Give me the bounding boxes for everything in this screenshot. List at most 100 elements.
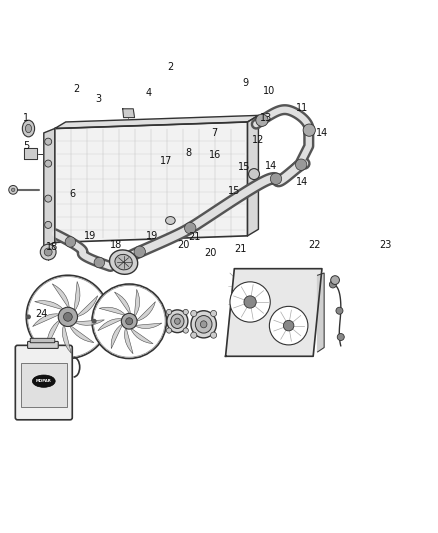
Ellipse shape xyxy=(22,120,35,137)
Polygon shape xyxy=(131,328,153,344)
Text: 6: 6 xyxy=(69,189,75,199)
Circle shape xyxy=(134,246,145,257)
Polygon shape xyxy=(247,115,258,236)
Bar xyxy=(21,363,67,407)
Text: 8: 8 xyxy=(185,148,191,158)
Text: 14: 14 xyxy=(265,161,277,171)
Circle shape xyxy=(26,275,110,359)
Circle shape xyxy=(44,248,52,256)
FancyBboxPatch shape xyxy=(28,342,58,349)
Text: 2: 2 xyxy=(74,84,80,94)
Text: 15: 15 xyxy=(238,161,251,172)
Polygon shape xyxy=(111,324,123,349)
Ellipse shape xyxy=(110,250,138,274)
Text: 10: 10 xyxy=(263,86,276,96)
Polygon shape xyxy=(32,314,60,327)
Text: 2: 2 xyxy=(168,62,174,72)
Text: 23: 23 xyxy=(379,240,392,251)
Circle shape xyxy=(211,310,217,317)
Text: 24: 24 xyxy=(35,309,48,319)
Circle shape xyxy=(45,160,52,167)
Ellipse shape xyxy=(174,318,180,324)
Circle shape xyxy=(45,221,52,229)
Polygon shape xyxy=(134,323,162,328)
Polygon shape xyxy=(47,320,60,347)
Text: 19: 19 xyxy=(84,231,96,241)
Text: 22: 22 xyxy=(308,240,321,251)
Circle shape xyxy=(269,306,308,345)
Text: 9: 9 xyxy=(242,77,248,87)
Circle shape xyxy=(94,257,105,268)
Ellipse shape xyxy=(249,168,259,180)
Text: 11: 11 xyxy=(296,103,308,113)
Text: 1: 1 xyxy=(23,112,29,123)
Circle shape xyxy=(337,334,344,341)
Circle shape xyxy=(166,328,172,333)
Polygon shape xyxy=(55,115,258,128)
Text: 14: 14 xyxy=(316,128,328,138)
Circle shape xyxy=(11,188,15,191)
Circle shape xyxy=(283,320,294,331)
Text: 4: 4 xyxy=(146,88,152,99)
Text: 12: 12 xyxy=(252,135,265,146)
Polygon shape xyxy=(99,307,126,316)
Circle shape xyxy=(184,222,196,234)
FancyBboxPatch shape xyxy=(30,338,55,343)
Circle shape xyxy=(329,281,336,288)
Polygon shape xyxy=(134,289,140,317)
Circle shape xyxy=(183,309,188,314)
Text: 21: 21 xyxy=(234,244,246,254)
Polygon shape xyxy=(318,273,324,352)
Polygon shape xyxy=(226,269,322,356)
Circle shape xyxy=(9,185,18,194)
Circle shape xyxy=(93,285,165,357)
Text: 5: 5 xyxy=(23,141,29,151)
Circle shape xyxy=(121,313,137,329)
Circle shape xyxy=(270,173,282,184)
Ellipse shape xyxy=(171,314,184,328)
Text: 13: 13 xyxy=(260,112,272,123)
Circle shape xyxy=(303,124,315,136)
Circle shape xyxy=(230,282,270,322)
Polygon shape xyxy=(74,320,104,325)
Circle shape xyxy=(40,244,56,260)
Polygon shape xyxy=(123,109,134,118)
Polygon shape xyxy=(98,319,123,330)
Circle shape xyxy=(183,328,188,333)
FancyBboxPatch shape xyxy=(15,345,72,420)
Polygon shape xyxy=(62,324,71,353)
Circle shape xyxy=(166,309,172,314)
Ellipse shape xyxy=(195,316,212,333)
Circle shape xyxy=(256,114,268,126)
Polygon shape xyxy=(52,284,69,309)
Circle shape xyxy=(191,332,197,338)
Text: 14: 14 xyxy=(296,177,308,188)
Ellipse shape xyxy=(167,310,188,333)
Circle shape xyxy=(244,296,256,308)
Circle shape xyxy=(45,138,52,145)
Polygon shape xyxy=(124,327,133,354)
Polygon shape xyxy=(44,128,55,247)
Polygon shape xyxy=(136,302,155,321)
Text: 20: 20 xyxy=(177,240,189,251)
Polygon shape xyxy=(114,292,131,315)
Circle shape xyxy=(27,315,30,319)
Ellipse shape xyxy=(115,254,132,270)
Polygon shape xyxy=(74,281,80,312)
Text: 19: 19 xyxy=(146,231,159,241)
Polygon shape xyxy=(69,325,94,343)
Circle shape xyxy=(58,307,78,327)
Text: 3: 3 xyxy=(95,94,102,104)
Circle shape xyxy=(64,312,72,321)
Text: 18: 18 xyxy=(46,242,58,252)
Ellipse shape xyxy=(25,124,32,133)
Circle shape xyxy=(65,237,76,247)
Circle shape xyxy=(45,195,52,202)
Circle shape xyxy=(92,284,166,359)
Ellipse shape xyxy=(201,321,207,328)
Circle shape xyxy=(126,318,133,325)
Text: 15: 15 xyxy=(228,186,240,196)
Polygon shape xyxy=(24,148,37,159)
Circle shape xyxy=(336,307,343,314)
Text: 21: 21 xyxy=(189,232,201,242)
